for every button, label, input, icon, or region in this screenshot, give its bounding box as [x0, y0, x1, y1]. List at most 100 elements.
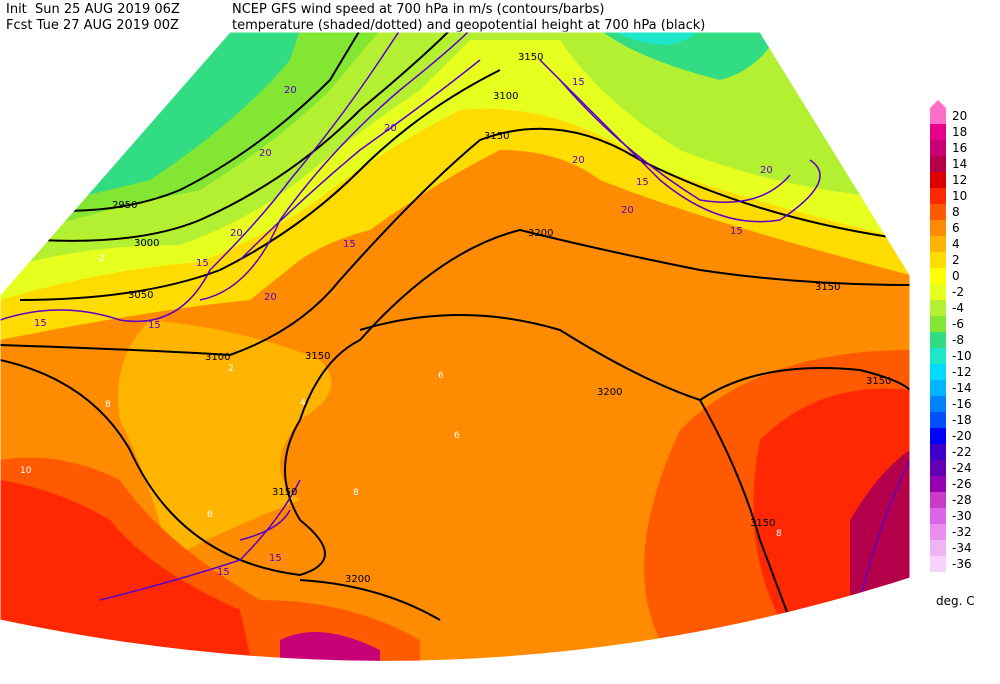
height-label: 3150 — [272, 487, 297, 498]
height-label: 2950 — [112, 200, 137, 211]
temp-label: 10 — [20, 466, 32, 476]
colorbar-label: -10 — [952, 349, 972, 363]
colorbar-label: -26 — [952, 477, 972, 491]
colorbar-label: -12 — [952, 365, 972, 379]
wind-label: 20 — [621, 205, 634, 216]
temp-label: 8 — [776, 529, 782, 539]
colorbar-cell — [930, 204, 946, 220]
temp-label: 4 — [300, 398, 306, 408]
wind-label: 20 — [264, 292, 277, 303]
wind-labels: 15 15 15 15 15 15 15 15 15 20 20 20 20 2… — [34, 77, 773, 578]
wind-label: 15 — [217, 567, 230, 578]
wind-label: 20 — [284, 85, 297, 96]
colorbar-label: 4 — [952, 237, 960, 251]
colorbar-label: -32 — [952, 525, 972, 539]
height-label: 3200 — [597, 387, 622, 398]
title-line2: temperature (shaded/dotted) and geopoten… — [232, 18, 705, 33]
colorbar-label: 18 — [952, 125, 967, 139]
colorbar-cell — [930, 364, 946, 380]
colorbar-cell — [930, 236, 946, 252]
colorbar-label: -28 — [952, 493, 972, 507]
height-label: 3200 — [345, 574, 370, 585]
height-label: 3100 — [493, 91, 518, 102]
wind-label: 20 — [572, 155, 585, 166]
wind-label: 15 — [636, 177, 649, 188]
colorbar-label: 8 — [952, 205, 960, 219]
colorbar-cell — [930, 476, 946, 492]
temp-label: -2 — [96, 254, 105, 264]
temp-label: 6 — [207, 510, 213, 520]
height-label: 3150 — [750, 518, 775, 529]
colorbar-cell — [930, 540, 946, 556]
colorbar-cell — [930, 524, 946, 540]
colorbar-cell — [930, 348, 946, 364]
colorbar-label: 6 — [952, 221, 960, 235]
colorbar-cell — [930, 188, 946, 204]
height-label: 3200 — [528, 228, 553, 239]
colorbar-cell — [930, 492, 946, 508]
height-label: 3050 — [128, 290, 153, 301]
wind-label: 15 — [269, 553, 282, 564]
height-contours — [0, 32, 910, 621]
init-text: Init Sun 25 AUG 2019 06Z — [6, 2, 180, 17]
colorbar-cell — [930, 284, 946, 300]
wind-label: 15 — [343, 239, 356, 250]
wind-label: 15 — [148, 320, 161, 331]
wind-label: 15 — [196, 258, 209, 269]
colorbar-label: 16 — [952, 141, 967, 155]
colorbar-cell — [930, 396, 946, 412]
colorbar-cell — [930, 268, 946, 284]
colorbar-cell — [930, 108, 946, 124]
colorbar-cell — [930, 172, 946, 188]
domain-border — [0, 31, 911, 662]
colorbar-label: 14 — [952, 157, 967, 171]
colorbar-label: -36 — [952, 557, 972, 571]
cyan-ne — [610, 32, 700, 45]
temp-label: 8 — [353, 488, 359, 498]
colorbar-cell — [930, 508, 946, 524]
colorbar-cell — [930, 444, 946, 460]
colorbar-label: -20 — [952, 429, 972, 443]
colorbar-cell — [930, 412, 946, 428]
height-label: 3150 — [518, 52, 543, 63]
colorbar-label: 20 — [952, 109, 967, 123]
colorbar-label: -16 — [952, 397, 972, 411]
colorbar-label: -22 — [952, 445, 972, 459]
temp-label: 8 — [105, 400, 111, 410]
temp-label: 2 — [228, 364, 234, 374]
colorbar-label: -30 — [952, 509, 972, 523]
colorbar-cell — [930, 428, 946, 444]
colorbar-label: 0 — [952, 269, 960, 283]
colorbar-label: -24 — [952, 461, 972, 475]
units-label: deg. C — [936, 594, 975, 608]
colorbar-arrow — [930, 100, 946, 108]
height-label: 3150 — [484, 131, 509, 142]
temperature-labels: -2 2 4 6 8 8 10 6 6 8 — [20, 254, 782, 539]
colorbar-cell — [930, 156, 946, 172]
height-label: 3150 — [866, 376, 891, 387]
colorbar-cell — [930, 124, 946, 140]
wind-label: 15 — [34, 318, 47, 329]
colorbar-cell — [930, 556, 946, 572]
colorbar-cell — [930, 300, 946, 316]
wind-label: 20 — [384, 123, 397, 134]
fcst-text: Fcst Tue 27 AUG 2019 00Z — [6, 18, 179, 33]
map — [0, 32, 910, 662]
height-label: 3150 — [815, 282, 840, 293]
temp-label: 6 — [438, 371, 444, 381]
title-line1: NCEP GFS wind speed at 700 hPa in m/s (c… — [232, 2, 605, 17]
colorbar-cell — [930, 220, 946, 236]
colorbar-cell — [930, 380, 946, 396]
wind-label: 20 — [230, 228, 243, 239]
wind-label: 20 — [760, 165, 773, 176]
colorbar-label: -6 — [952, 317, 964, 331]
colorbar-cell — [930, 252, 946, 268]
iberia-warm — [118, 320, 332, 560]
teal-ne — [600, 32, 780, 80]
colorbar-label: 2 — [952, 253, 960, 267]
colorbar-label: -2 — [952, 285, 964, 299]
colorbar-label: 10 — [952, 189, 967, 203]
colorbar-label: 12 — [952, 173, 967, 187]
wind-label: 20 — [259, 148, 272, 159]
